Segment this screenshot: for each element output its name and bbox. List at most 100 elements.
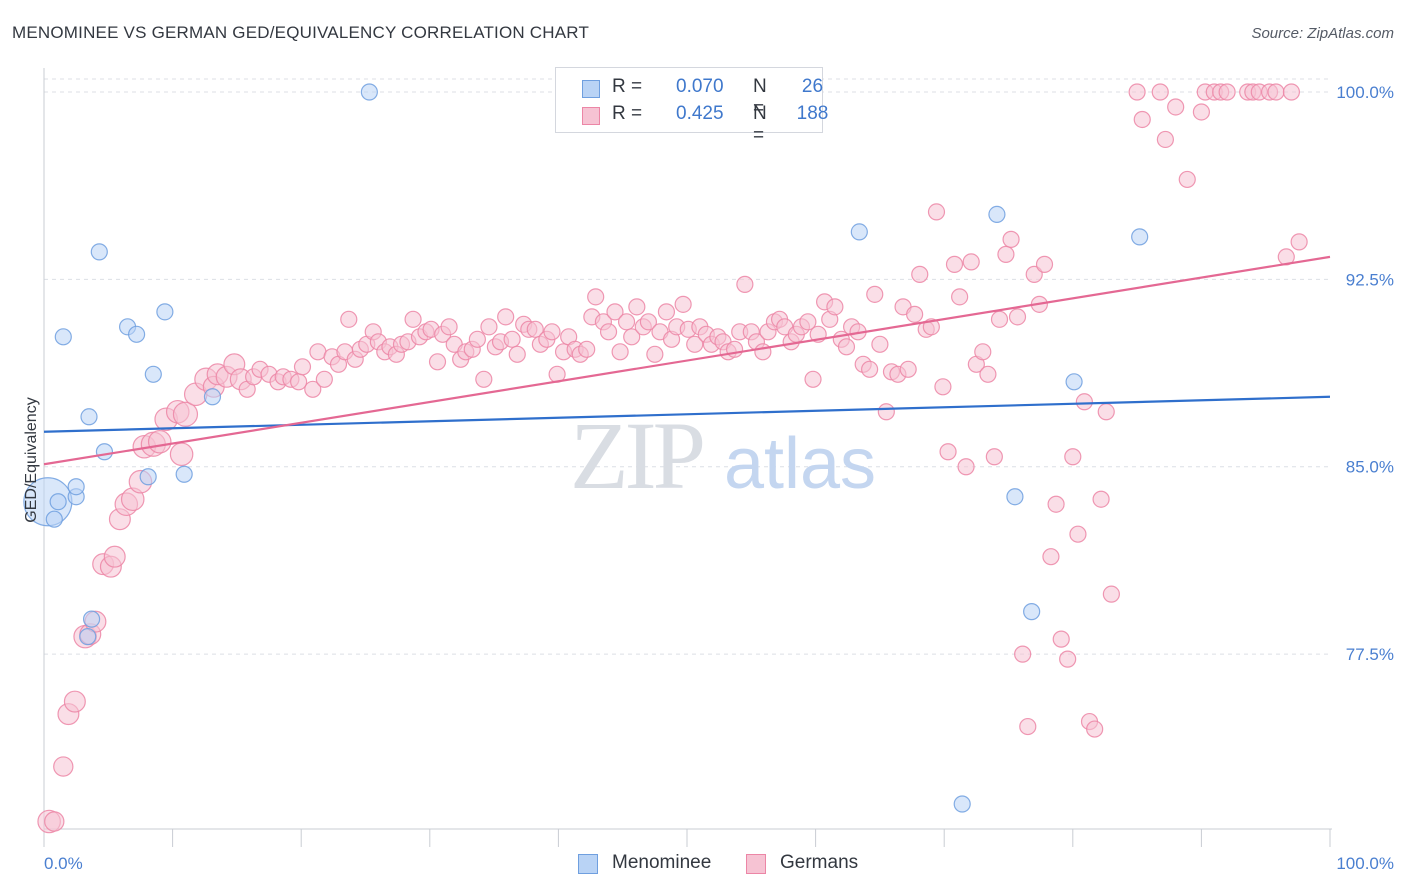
germans-point: [543, 323, 561, 341]
germans-point: [1002, 230, 1020, 248]
menominee-point: [80, 408, 98, 426]
legend-r-label: R =: [612, 76, 643, 97]
menominee-point: [127, 325, 146, 343]
germans-point: [53, 756, 74, 777]
legend-r-value: 0.070: [676, 76, 724, 97]
menominee-point: [139, 468, 157, 486]
germans-point: [951, 288, 969, 306]
legend-r-value: 0.425: [676, 103, 724, 124]
legend-r-label: R =: [612, 103, 643, 124]
menominee-point: [953, 795, 971, 813]
germans-point: [927, 203, 946, 221]
germans-point: [304, 380, 322, 398]
germans-point: [639, 313, 658, 331]
menominee-point: [79, 628, 97, 646]
germans-point: [1059, 650, 1077, 668]
germans-point: [906, 305, 924, 323]
germans-point: [404, 310, 422, 328]
menominee-point: [175, 465, 193, 483]
germans-point: [293, 358, 312, 376]
germans-point: [1218, 83, 1236, 101]
menominee-point: [203, 388, 222, 406]
germans-point: [147, 429, 172, 454]
correlation-legend: R = 0.070 N = 26 R = 0.425 N = 188: [555, 67, 828, 146]
y-tick-label: 100.0%: [1336, 83, 1394, 102]
chart-title: MENOMINEE VS GERMAN GED/EQUIVALENCY CORR…: [12, 23, 590, 42]
germans-point: [340, 310, 358, 328]
germans-point: [1014, 645, 1032, 663]
series-swatch-blue: [578, 854, 598, 874]
germans-point: [578, 340, 596, 358]
germans-point: [911, 265, 929, 283]
y-tick-label: 92.5%: [1346, 270, 1394, 289]
menominee-point: [1131, 228, 1149, 246]
germans-point: [1167, 98, 1185, 116]
germans-point: [861, 360, 879, 378]
watermark-atlas: atlas: [724, 424, 876, 504]
germans-point: [480, 318, 498, 336]
legend-swatch-pink: [582, 107, 600, 125]
germans-point: [1035, 255, 1054, 273]
germans-point: [169, 442, 194, 467]
menominee-point: [1065, 373, 1083, 391]
germans-point: [428, 353, 447, 371]
germans-point: [934, 378, 952, 396]
germans-point: [1008, 308, 1027, 326]
germans-point: [1267, 83, 1285, 101]
tick-labels: 77.5% 85.0% 92.5% 100.0% 0.0% 100.0%: [44, 83, 1394, 873]
germans-point: [63, 690, 86, 713]
germans-point: [997, 245, 1015, 263]
germans-point: [606, 303, 624, 321]
germans-point: [1086, 720, 1104, 738]
germans-point: [587, 288, 605, 306]
germans-point: [503, 330, 521, 348]
watermark-zip: ZIP: [570, 402, 703, 509]
germans-trend-line: [43, 255, 1331, 466]
y-axis-title: GED/Equivalency: [23, 397, 40, 522]
germans-point: [1069, 525, 1087, 543]
germans-point: [1075, 393, 1093, 411]
germans-point: [939, 443, 957, 461]
germans-point: [657, 303, 676, 321]
germans-point: [804, 370, 822, 388]
germans-point: [725, 340, 744, 358]
menominee-point: [54, 328, 72, 346]
menominee-point: [1023, 603, 1041, 621]
germans-point: [1151, 83, 1169, 101]
germans-point: [1042, 548, 1060, 566]
germans-point: [686, 335, 704, 353]
germans-point: [1097, 403, 1115, 421]
menominee-points: [23, 83, 1149, 813]
series-label-menominee: Menominee: [612, 852, 712, 873]
germans-point: [1156, 130, 1174, 149]
germans-point: [736, 275, 754, 293]
germans-point: [674, 295, 692, 313]
menominee-point: [82, 610, 101, 628]
germans-point: [1290, 233, 1308, 251]
germans-point: [103, 545, 126, 568]
legend-swatch-blue: [582, 80, 600, 98]
germans-point: [475, 370, 493, 388]
germans-point: [1282, 83, 1301, 101]
menominee-point: [49, 493, 67, 511]
germans-point: [526, 320, 544, 338]
menominee-point: [360, 83, 378, 101]
x-tick-label: 0.0%: [44, 854, 83, 873]
germans-point: [1102, 585, 1120, 603]
series-label-germans: Germans: [780, 852, 859, 873]
germans-point: [508, 345, 526, 363]
germans-point: [315, 370, 333, 388]
germans-point: [754, 343, 772, 361]
series-swatch-pink: [746, 854, 766, 874]
germans-point: [628, 298, 646, 316]
germans-point: [1092, 490, 1110, 508]
germans-point: [468, 330, 486, 348]
menominee-trend-line: [43, 395, 1331, 433]
germans-point: [1025, 265, 1043, 283]
germans-point: [1133, 110, 1151, 129]
germans-point: [985, 448, 1003, 466]
germans-point: [617, 313, 636, 331]
menominee-point: [988, 205, 1006, 224]
germans-point: [799, 313, 817, 331]
